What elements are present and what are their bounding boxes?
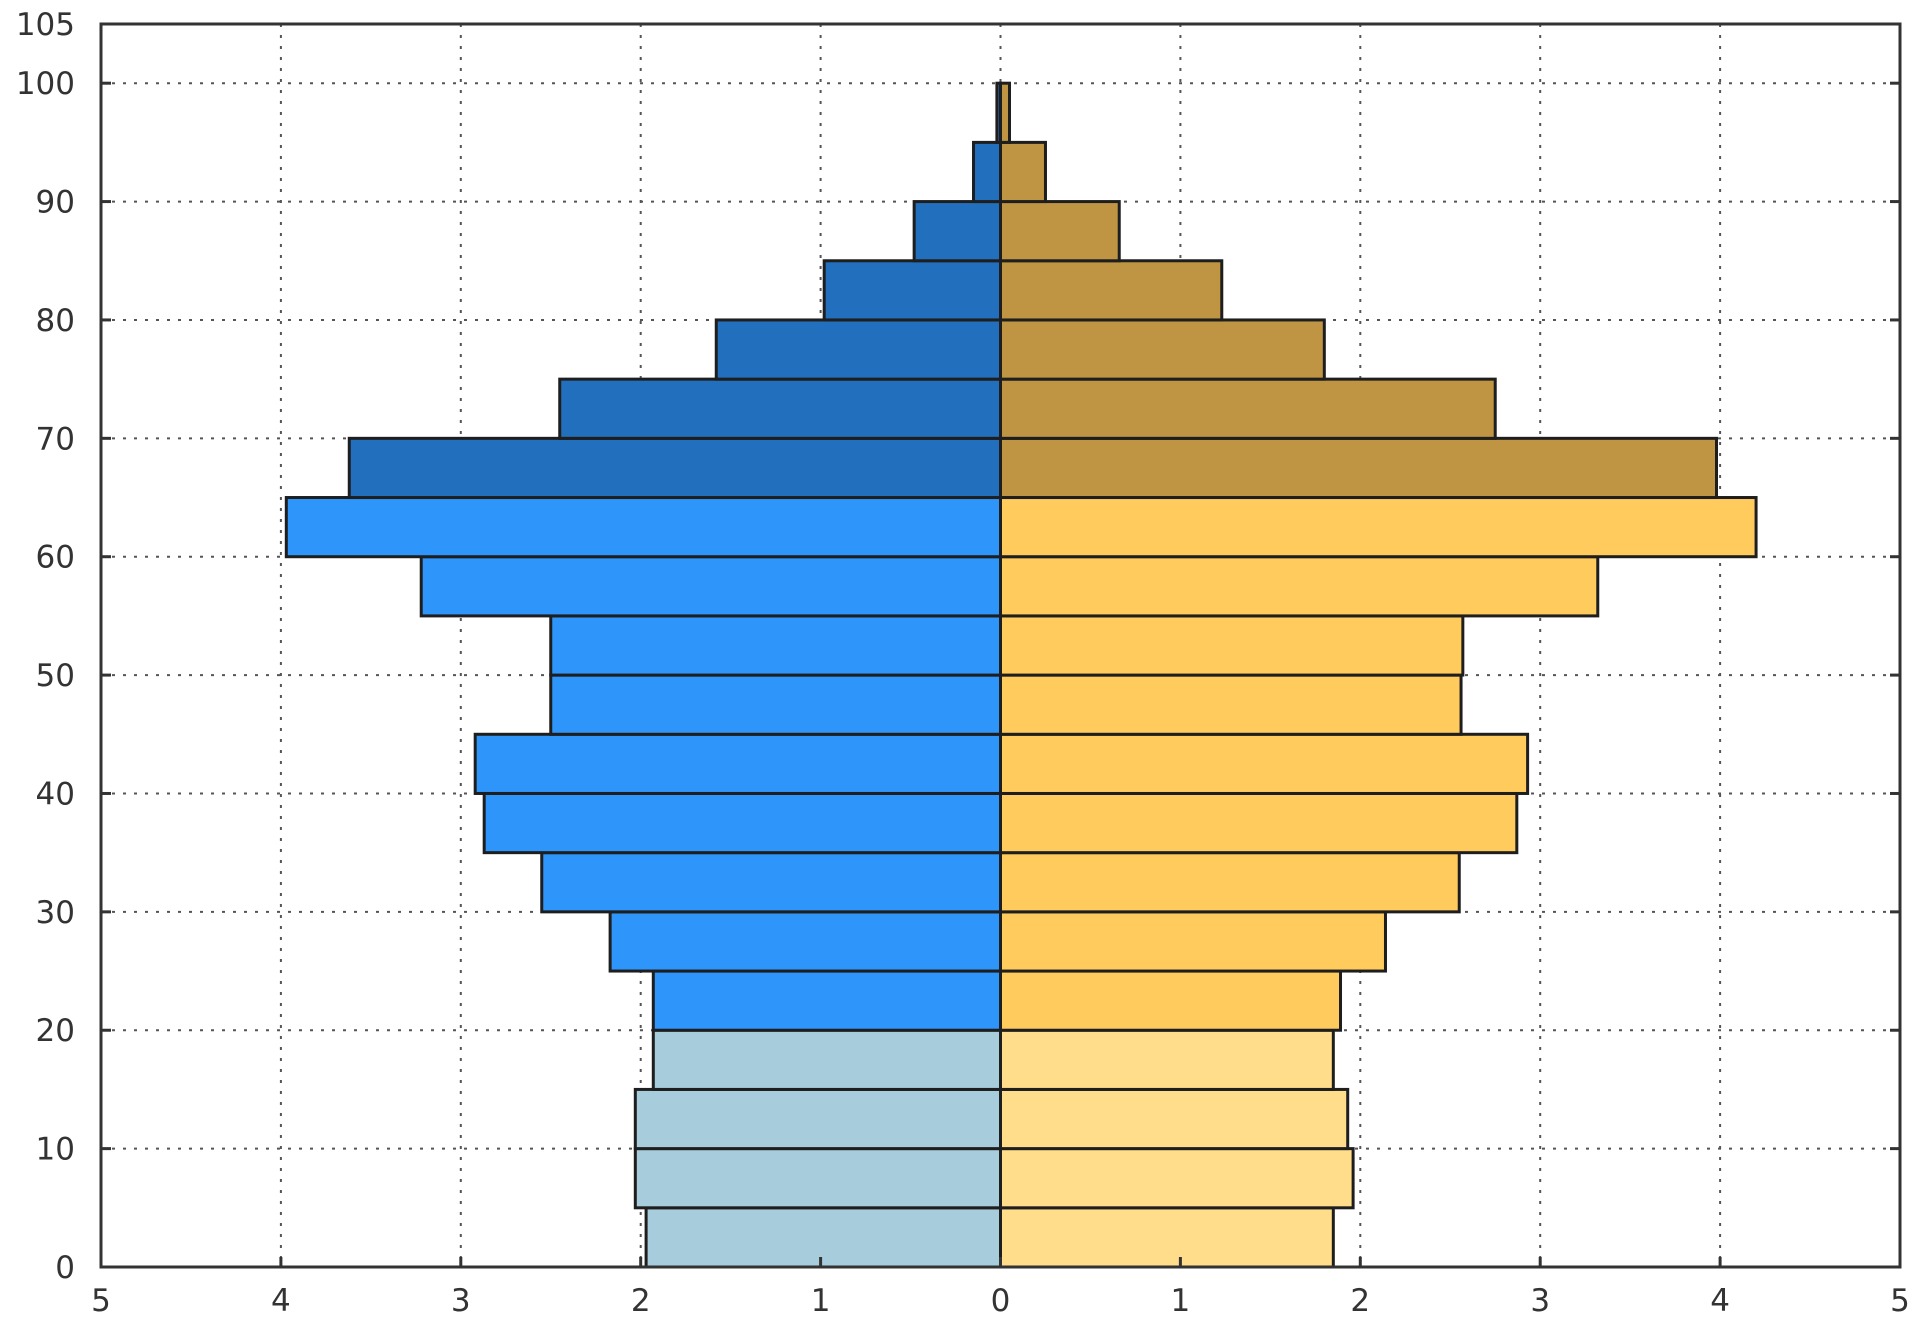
x-tick-label: 3 xyxy=(451,1283,471,1319)
bars-layer xyxy=(284,81,1758,1269)
bar-left-age-50 xyxy=(549,614,1002,677)
bar-right-age-80 xyxy=(999,259,1224,322)
bar-right-age-20 xyxy=(999,969,1343,1032)
x-tick-label: 0 xyxy=(991,1283,1011,1319)
y-tick-label: 90 xyxy=(36,185,75,221)
x-tick-label: 3 xyxy=(1530,1283,1550,1319)
bar-left-age-30 xyxy=(540,851,1002,914)
bar-left-age-55 xyxy=(419,555,1002,618)
y-tick-label: 0 xyxy=(55,1250,75,1286)
x-tick-label: 1 xyxy=(1171,1283,1191,1319)
bar-left-age-40 xyxy=(473,732,1002,795)
bar-left-age-75 xyxy=(714,318,1002,381)
bar-left-age-35 xyxy=(482,791,1002,855)
bar-right-age-30 xyxy=(999,851,1461,914)
y-tick-label: 100 xyxy=(16,66,75,102)
bar-left-age-60 xyxy=(284,496,1002,559)
y-tick-labels: 0 10 20 30 40 50 60 70 80 90 100 105 xyxy=(16,7,75,1286)
y-tick-label: 20 xyxy=(36,1013,75,1049)
bar-left-age-90 xyxy=(972,140,1003,204)
bar-right-age-0 xyxy=(999,1206,1335,1269)
frame-layer xyxy=(99,22,1902,1269)
bar-right-age-15 xyxy=(999,1028,1335,1091)
x-tick-label: 2 xyxy=(631,1283,651,1319)
bar-right-age-85 xyxy=(999,200,1121,263)
bar-right-age-10 xyxy=(999,1087,1350,1151)
bar-right-age-70 xyxy=(999,377,1497,440)
bar-left-age-85 xyxy=(912,200,1003,263)
bar-right-age-65 xyxy=(999,436,1719,500)
bar-right-age-50 xyxy=(999,614,1465,677)
y-tick-label: 40 xyxy=(36,776,75,812)
bar-right-age-35 xyxy=(999,791,1519,855)
bar-left-age-70 xyxy=(558,377,1002,440)
bar-right-age-25 xyxy=(999,910,1387,973)
x-tick-label: 5 xyxy=(1890,1283,1910,1319)
bar-left-age-5 xyxy=(633,1147,1002,1210)
bar-right-age-55 xyxy=(999,555,1600,618)
y-tick-label: 70 xyxy=(36,421,75,457)
bar-right-age-5 xyxy=(999,1147,1355,1210)
x-tick-label: 4 xyxy=(1710,1283,1730,1319)
bar-left-age-25 xyxy=(608,910,1002,973)
y-tick-label: 50 xyxy=(36,658,75,694)
bar-right-age-95 xyxy=(999,81,1011,144)
y-tick-label: 105 xyxy=(16,7,75,43)
bar-left-age-0 xyxy=(644,1206,1002,1269)
bar-right-age-60 xyxy=(999,496,1758,559)
y-tick-label: 30 xyxy=(36,895,75,931)
bar-right-age-45 xyxy=(999,673,1463,736)
bar-left-age-15 xyxy=(651,1028,1003,1091)
bar-right-age-75 xyxy=(999,318,1326,381)
bar-right-age-40 xyxy=(999,732,1530,795)
bar-left-age-20 xyxy=(651,969,1003,1032)
bar-left-age-80 xyxy=(822,259,1002,322)
bar-left-age-65 xyxy=(347,436,1002,500)
x-tick-label: 2 xyxy=(1350,1283,1370,1319)
y-tick-label: 80 xyxy=(36,303,75,339)
x-tick-label: 5 xyxy=(91,1283,111,1319)
x-tick-label: 1 xyxy=(811,1283,831,1319)
x-tick-labels: 5 4 3 2 1 0 1 2 3 4 5 xyxy=(91,1283,1910,1319)
bar-left-age-10 xyxy=(633,1087,1002,1151)
y-tick-label: 60 xyxy=(36,540,75,576)
bar-left-age-45 xyxy=(549,673,1002,736)
bar-right-age-90 xyxy=(999,140,1047,204)
x-tick-label: 4 xyxy=(271,1283,291,1319)
y-tick-label: 10 xyxy=(36,1132,75,1168)
